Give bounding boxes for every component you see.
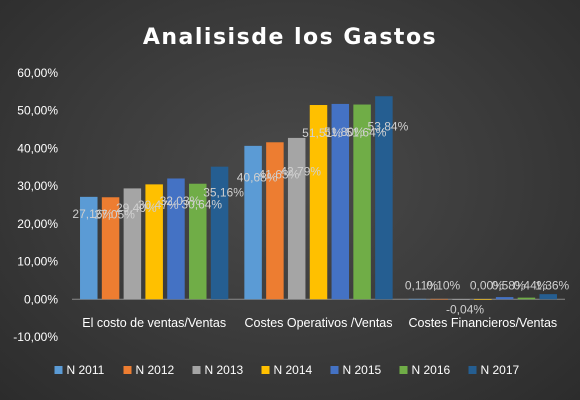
bar-n-2014 [145, 184, 163, 300]
bar-n-2011 [408, 298, 427, 300]
data-label: 51,64% [346, 125, 387, 139]
bar-n-2017 [210, 166, 229, 300]
chart-title: Analisisde los Gastos [143, 25, 437, 50]
bar-n-2014 [309, 105, 328, 300]
legend-swatch [123, 366, 132, 374]
data-label: 0,00% [470, 278, 504, 292]
legend-swatch [330, 366, 339, 374]
data-label: -0,04% [446, 302, 484, 316]
legend-entry: N 2012 [136, 363, 175, 377]
bar-n-2011 [244, 145, 262, 300]
data-label: 51,80% [324, 125, 365, 139]
data-label: 35,16% [203, 185, 244, 199]
data-label: 30,64% [181, 198, 222, 212]
bars [80, 96, 557, 300]
category-label: El costo de ventas/Ventas [82, 316, 226, 330]
legend-swatch [261, 366, 270, 374]
bar-n-2017 [539, 294, 557, 300]
data-label: 42,79% [280, 165, 321, 179]
bar-n-2016 [189, 183, 207, 300]
legend-swatch [54, 366, 63, 374]
legend-entry: N 2013 [205, 363, 244, 377]
y-tick-label: 20,00% [17, 217, 58, 231]
bar-n-2015 [495, 297, 514, 300]
legend-entry: N 2017 [481, 363, 520, 377]
data-label: 30,47% [138, 198, 179, 212]
bar-n-2015 [331, 103, 350, 300]
bar-n-2016 [517, 297, 536, 300]
y-tick-label: 0,00% [24, 292, 58, 306]
category-label: Costes Operativos /Ventas [245, 316, 393, 330]
data-label: 0,10% [426, 278, 460, 292]
y-tick-label: 40,00% [17, 141, 58, 155]
y-tick-label: 50,00% [17, 104, 58, 118]
data-label: 0,58% [492, 278, 526, 292]
data-label: 40,68% [237, 170, 278, 184]
y-tick-label: -10,00% [13, 330, 58, 344]
legend: N 2011 N 2012 N 2013 N 2014 N 2015 N 2016 N 20… [54, 363, 520, 377]
data-label: 27,05% [94, 207, 135, 221]
legend-entry: N 2014 [274, 363, 313, 377]
bar-n-2014 [474, 299, 492, 300]
legend-swatch [468, 366, 477, 374]
bar-n-2013 [287, 137, 306, 300]
data-label: 0,44% [513, 278, 547, 292]
bar-n-2012 [101, 197, 120, 300]
data-label: 0,11% [405, 278, 438, 292]
category-label: Costes Financieros/Ventas [408, 316, 557, 330]
data-label: 53,84% [368, 119, 409, 133]
legend-swatch [192, 366, 201, 374]
legend-entry: N 2011 [67, 363, 105, 377]
bar-n-2013 [452, 299, 470, 300]
data-label: 29,40% [116, 201, 157, 215]
data-label: 1,36% [535, 278, 569, 292]
data-labels: 27,16%27,05%29,40%30,47%32,03%30,64%35,1… [72, 119, 569, 316]
data-label: 27,16% [72, 207, 113, 221]
legend-swatch [399, 366, 408, 374]
data-label: 51,51% [302, 126, 343, 140]
y-tick-label: 10,00% [17, 255, 58, 269]
data-label: 41,63% [259, 168, 300, 182]
legend-entry: N 2015 [343, 363, 382, 377]
bar-n-2012 [430, 298, 448, 300]
bar-n-2012 [266, 142, 284, 300]
bar-n-2013 [123, 188, 142, 300]
bar-n-2015 [167, 178, 185, 300]
legend-entry: N 2016 [412, 363, 451, 377]
y-tick-label: 30,00% [17, 179, 58, 193]
data-label: 32,03% [160, 194, 201, 208]
bar-n-2016 [353, 104, 371, 300]
y-axis: -10,00% 0,00% 10,00% 20,00% 30,00% 40,00% 50,0… [13, 66, 58, 344]
bar-n-2011 [80, 196, 98, 300]
y-tick-label: 60,00% [17, 66, 58, 80]
x-axis-categories: El costo de ventas/Ventas Costes Operativ… [82, 316, 557, 330]
bar-n-2017 [375, 96, 393, 300]
